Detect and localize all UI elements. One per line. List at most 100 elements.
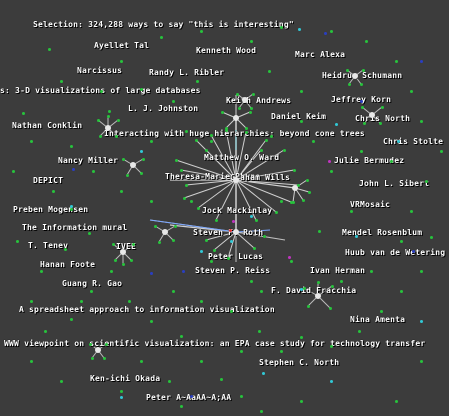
graph-hub-node[interactable] (233, 229, 239, 235)
graph-node[interactable] (200, 30, 203, 33)
graph-hub-node[interactable] (120, 249, 126, 255)
graph-node[interactable] (172, 100, 175, 103)
graph-node[interactable] (154, 225, 157, 228)
graph-node[interactable] (395, 60, 398, 63)
graph-node[interactable] (12, 170, 15, 173)
graph-node[interactable] (120, 60, 123, 63)
graph-node[interactable] (142, 158, 145, 161)
graph-node[interactable] (360, 150, 363, 153)
graph-node[interactable] (48, 48, 51, 51)
graph-node[interactable] (140, 360, 143, 363)
graph-node[interactable] (292, 201, 295, 204)
node-label[interactable]: Keith Andrews (226, 96, 291, 105)
graph-hub-node[interactable] (162, 229, 168, 235)
node-label[interactable]: Ivan Herman (310, 266, 365, 275)
graph-node[interactable] (410, 210, 413, 213)
graph-node[interactable] (365, 40, 368, 43)
graph-node[interactable] (120, 390, 123, 393)
graph-node[interactable] (180, 335, 183, 338)
graph-node[interactable] (355, 235, 358, 238)
graph-node[interactable] (120, 396, 123, 399)
graph-node[interactable] (196, 80, 199, 83)
graph-node[interactable] (390, 160, 393, 163)
graph-node[interactable] (263, 235, 266, 238)
graph-node[interactable] (40, 270, 43, 273)
graph-node[interactable] (412, 250, 415, 253)
graph-node[interactable] (260, 290, 263, 293)
graph-node[interactable] (307, 305, 310, 308)
graph-node[interactable] (210, 140, 213, 143)
node-label[interactable]: Randy L. Ribler (149, 68, 224, 77)
graph-node[interactable] (128, 300, 131, 303)
graph-node[interactable] (362, 69, 365, 72)
graph-node[interactable] (30, 300, 33, 303)
graph-node[interactable] (190, 200, 193, 203)
node-label[interactable]: Narcissus (77, 66, 122, 75)
node-label[interactable]: Stephen C. North (259, 358, 339, 367)
graph-node[interactable] (363, 122, 366, 125)
graph-node[interactable] (268, 70, 271, 73)
graph-node[interactable] (230, 240, 233, 243)
graph-node[interactable] (72, 168, 75, 171)
graph-node[interactable] (140, 88, 143, 91)
node-label[interactable]: T. Tenev (28, 241, 68, 250)
graph-node[interactable] (190, 395, 193, 398)
node-label[interactable]: A spreadsheet approach to information vi… (19, 305, 275, 314)
graph-node[interactable] (283, 149, 286, 152)
graph-node[interactable] (306, 179, 309, 182)
graph-node[interactable] (340, 280, 343, 283)
graph-node[interactable] (107, 115, 110, 118)
graph-node[interactable] (103, 357, 106, 360)
graph-node[interactable] (172, 290, 175, 293)
graph-node[interactable] (122, 263, 125, 266)
graph-node[interactable] (220, 378, 223, 381)
graph-node[interactable] (400, 240, 403, 243)
graph-node[interactable] (70, 318, 73, 321)
node-label[interactable]: Peter A~AaAA~A;AA (146, 393, 231, 402)
graph-node[interactable] (420, 320, 423, 323)
graph-node[interactable] (380, 310, 383, 313)
graph-node[interactable] (425, 180, 428, 183)
node-label[interactable]: DEPICT (33, 176, 63, 185)
graph-node[interactable] (160, 36, 163, 39)
graph-node[interactable] (180, 169, 183, 172)
graph-node[interactable] (112, 243, 115, 246)
graph-node[interactable] (70, 205, 73, 208)
graph-node[interactable] (105, 343, 108, 346)
graph-node[interactable] (265, 139, 268, 142)
node-label[interactable]: Daniel Keim (271, 112, 326, 121)
graph-node[interactable] (52, 190, 55, 193)
graph-node[interactable] (350, 210, 353, 213)
graph-hub-node[interactable] (233, 177, 239, 183)
graph-hub-node[interactable] (105, 125, 111, 131)
graph-node[interactable] (150, 320, 153, 323)
graph-hub-node[interactable] (292, 185, 298, 191)
graph-node[interactable] (346, 69, 349, 72)
graph-node[interactable] (330, 345, 333, 348)
graph-node[interactable] (90, 290, 93, 293)
graph-hub-node[interactable] (130, 162, 136, 168)
node-label[interactable]: Ken-ichi Okada (90, 374, 160, 383)
graph-node[interactable] (195, 139, 198, 142)
graph-node[interactable] (330, 30, 333, 33)
graph-hub-node[interactable] (95, 347, 101, 353)
graph-node[interactable] (210, 260, 213, 263)
graph-node[interactable] (300, 288, 303, 291)
node-label[interactable]: Huub van de Wetering (345, 248, 445, 257)
graph-node[interactable] (240, 350, 243, 353)
graph-node[interactable] (440, 150, 443, 153)
node-label[interactable]: John L. Sibert (359, 179, 429, 188)
graph-node[interactable] (92, 170, 95, 173)
graph-node[interactable] (335, 123, 338, 126)
graph-node[interactable] (395, 400, 398, 403)
graph-node[interactable] (236, 93, 239, 96)
graph-node[interactable] (110, 270, 113, 273)
node-label[interactable]: Steven P. Reiss (195, 266, 270, 275)
graph-node[interactable] (70, 145, 73, 148)
graph-node[interactable] (213, 249, 216, 252)
node-label[interactable]: L. J. Johnston (128, 104, 198, 113)
graph-hub-node[interactable] (315, 293, 321, 299)
graph-node[interactable] (172, 239, 175, 242)
graph-node[interactable] (397, 140, 400, 143)
